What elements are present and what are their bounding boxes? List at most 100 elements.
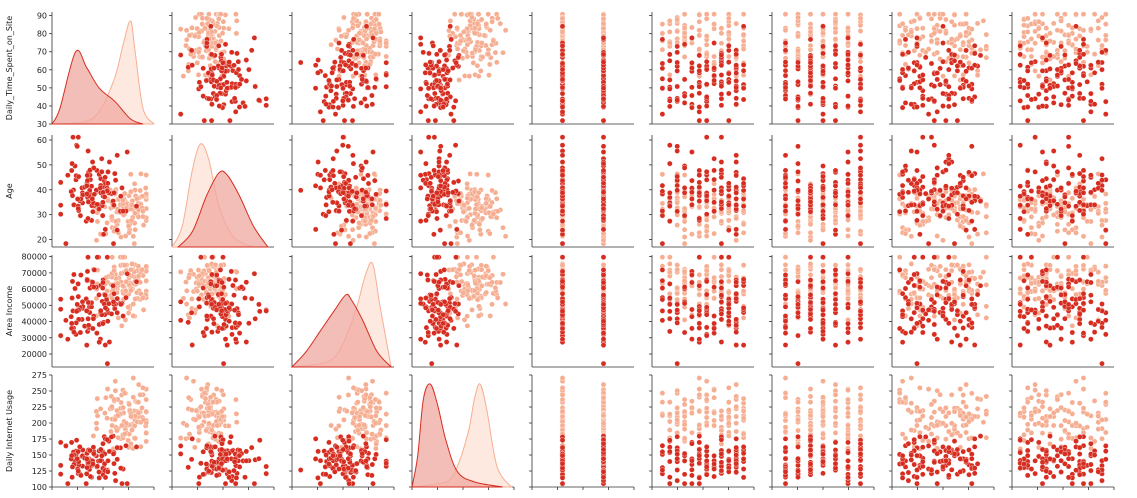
point-dark	[1099, 187, 1105, 194]
point-dark	[423, 217, 429, 224]
point-dark	[105, 318, 111, 324]
point-dark	[94, 330, 100, 336]
point-dark	[914, 149, 920, 155]
point-dark	[89, 279, 96, 285]
point-light	[681, 234, 688, 240]
point-dark	[740, 305, 747, 311]
point-dark	[216, 301, 222, 308]
panel-r1-c6	[769, 134, 874, 248]
point-light	[497, 279, 504, 286]
point-dark	[345, 143, 352, 150]
point-dark	[667, 218, 673, 224]
point-light	[960, 54, 966, 60]
point-dark	[208, 23, 214, 30]
point-dark	[940, 40, 946, 46]
point-dark	[85, 148, 91, 154]
point-dark	[1073, 60, 1079, 67]
point-dark	[209, 271, 215, 278]
point-dark	[365, 172, 371, 179]
point-light	[472, 25, 478, 31]
point-light	[733, 20, 739, 27]
point-light	[820, 38, 826, 44]
point-light	[371, 240, 378, 247]
panel-r2-c2	[289, 255, 394, 368]
point-light	[464, 233, 471, 239]
point-light	[1065, 40, 1072, 46]
point-dark	[1065, 102, 1072, 109]
point-dark	[68, 167, 75, 174]
point-dark	[431, 72, 438, 78]
point-dark	[600, 267, 607, 273]
point-dark	[1032, 169, 1038, 175]
point-light	[1080, 11, 1087, 17]
point-light	[931, 30, 938, 37]
point-dark	[740, 276, 747, 283]
point-dark	[425, 85, 432, 92]
point-dark	[711, 199, 717, 206]
point-light	[857, 266, 864, 273]
point-light	[726, 29, 732, 36]
point-dark	[228, 268, 235, 275]
point-dark	[1024, 92, 1031, 99]
point-light	[726, 267, 732, 274]
point-dark	[782, 47, 789, 54]
panel-r0-c4	[529, 11, 634, 125]
point-light	[128, 171, 134, 178]
point-dark	[224, 85, 230, 91]
point-dark	[422, 62, 429, 68]
point-dark	[832, 104, 839, 110]
point-dark	[920, 95, 926, 102]
panel-r0-c5	[649, 11, 754, 125]
point-light	[832, 36, 839, 42]
point-dark	[102, 342, 109, 348]
point-light	[908, 29, 915, 35]
point-light	[795, 223, 801, 229]
point-dark	[908, 202, 915, 208]
point-light	[183, 301, 190, 307]
point-dark	[219, 296, 226, 303]
point-light	[940, 11, 946, 17]
point-light	[740, 221, 747, 228]
point-dark	[902, 100, 909, 106]
point-dark	[559, 290, 566, 297]
point-dark	[383, 201, 389, 208]
point-dark	[430, 43, 436, 49]
point-light	[917, 52, 923, 58]
point-light	[1039, 233, 1046, 239]
panel-r1-c1	[169, 135, 274, 248]
point-dark	[246, 320, 252, 326]
point-dark	[220, 59, 226, 66]
point-light	[1088, 240, 1094, 247]
point-light	[703, 33, 710, 39]
point-dark	[326, 208, 332, 215]
point-light	[667, 18, 673, 24]
point-dark	[89, 159, 96, 165]
point-dark	[711, 208, 717, 214]
point-light	[807, 261, 814, 267]
point-light	[1103, 206, 1109, 212]
point-dark	[448, 208, 454, 214]
point-light	[469, 14, 475, 21]
point-light	[125, 223, 132, 229]
point-light	[500, 271, 506, 277]
point-light	[472, 280, 479, 287]
point-dark	[1054, 201, 1061, 208]
point-dark	[1062, 240, 1068, 247]
point-dark	[198, 254, 204, 260]
point-light	[703, 51, 710, 57]
point-dark	[315, 159, 321, 165]
point-dark	[338, 227, 345, 233]
point-dark	[1088, 172, 1094, 178]
point-light	[726, 278, 732, 285]
point-dark	[224, 79, 230, 86]
point-dark	[1088, 90, 1094, 97]
point-light	[466, 267, 472, 274]
point-dark	[963, 78, 969, 85]
point-dark	[920, 173, 926, 180]
point-dark	[559, 254, 566, 260]
point-dark	[667, 308, 673, 315]
point-dark	[559, 76, 566, 83]
point-dark	[1103, 111, 1109, 117]
